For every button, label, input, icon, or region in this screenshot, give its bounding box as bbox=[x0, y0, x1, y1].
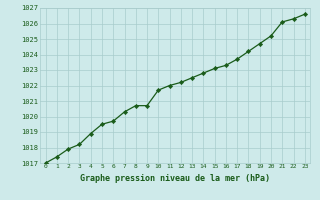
X-axis label: Graphe pression niveau de la mer (hPa): Graphe pression niveau de la mer (hPa) bbox=[80, 174, 270, 183]
